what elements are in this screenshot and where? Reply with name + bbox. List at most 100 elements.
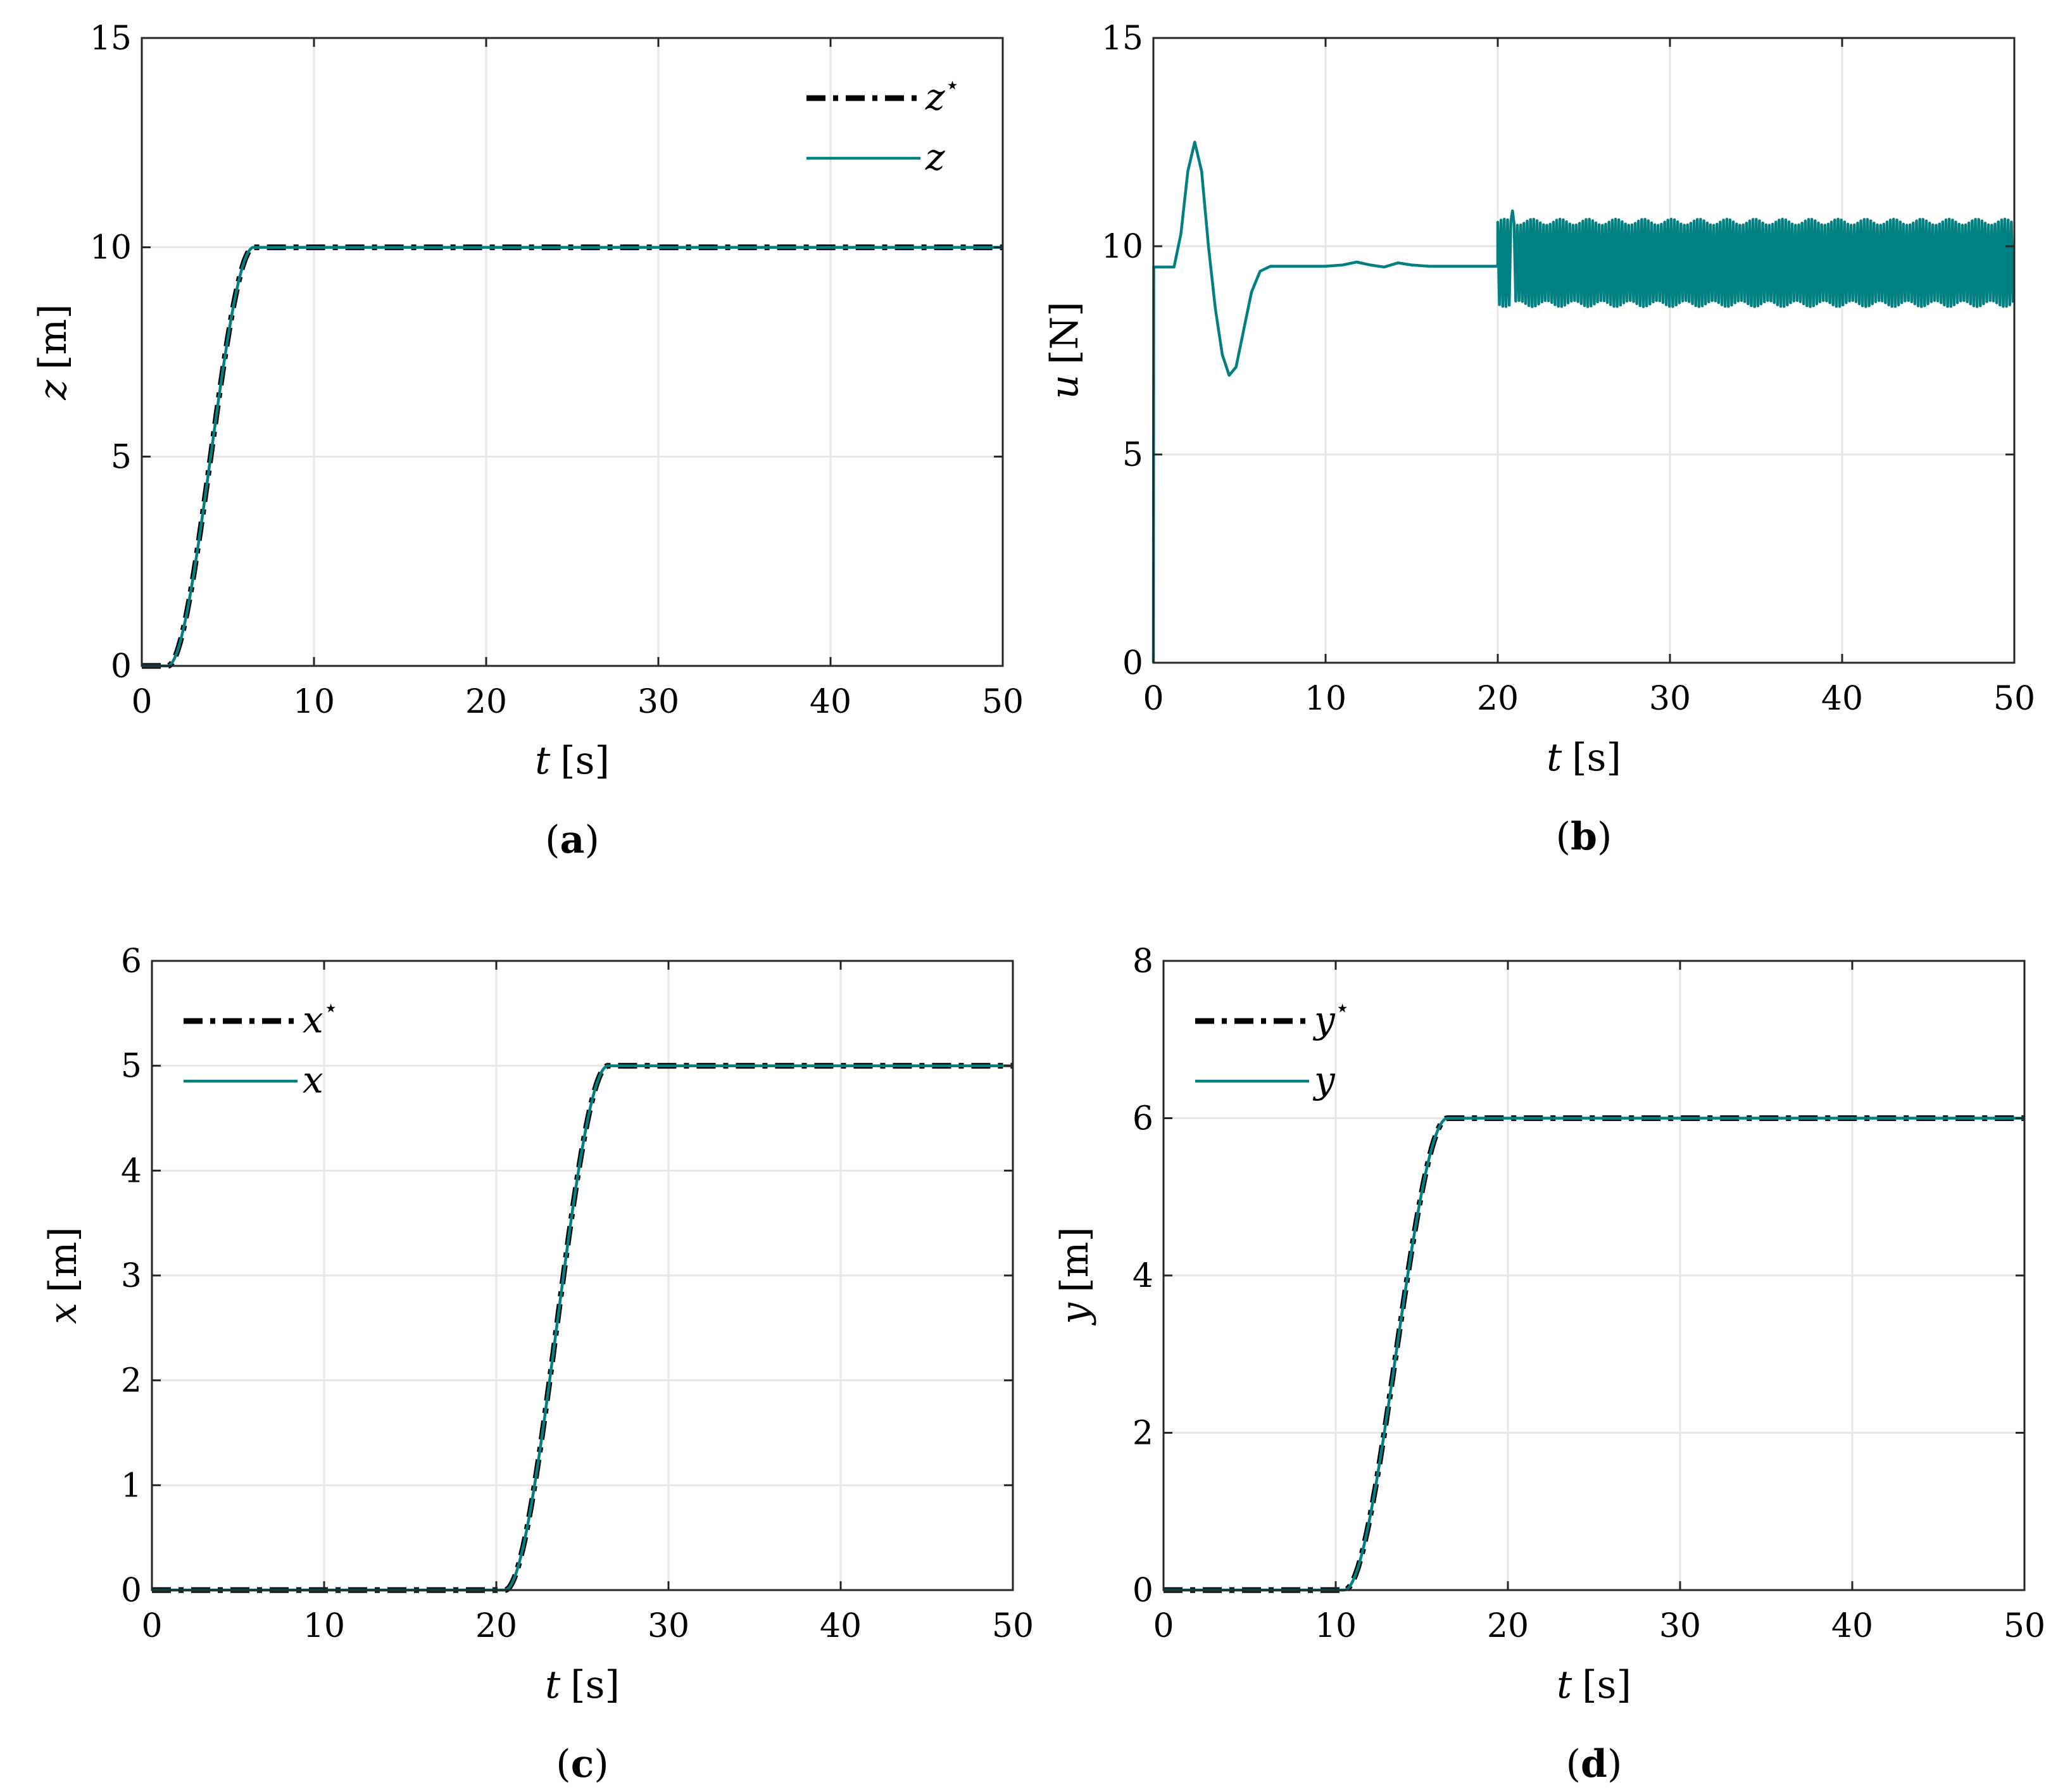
x-tick-label: 10 (303, 1607, 345, 1645)
legend-label-base: y (1312, 998, 1336, 1041)
series-line-z (141, 246, 1003, 668)
y-tick-label: 4 (121, 1152, 142, 1190)
legend-label-superscript: ⋆ (323, 994, 339, 1022)
panel-caption: (b) (1556, 815, 1612, 859)
y-tick-label: 8 (1133, 943, 1153, 981)
x-tick-label: 10 (1315, 1607, 1357, 1645)
y-axis-label: y [m] (1053, 1227, 1097, 1326)
y-tick-label: 10 (1101, 228, 1143, 266)
y-tick-label: 6 (121, 943, 142, 981)
caption-close-paren: ) (1607, 1742, 1622, 1786)
y-tick-label: 15 (1101, 20, 1143, 58)
y-tick-label: 10 (90, 229, 132, 267)
y-tick-label: 5 (121, 1048, 142, 1086)
legend-label-base: x (303, 998, 323, 1041)
y-tick-label: 4 (1133, 1257, 1153, 1295)
series-line-u (1151, 141, 2015, 663)
caption-letter: c (571, 1742, 594, 1786)
y-tick-label: 6 (1133, 1100, 1153, 1138)
legend-label-superscript: ⋆ (1335, 994, 1350, 1022)
x-tick-label: 40 (1821, 680, 1863, 718)
x-axis-label-unit: [s] (1582, 1663, 1631, 1707)
plot-frame (141, 37, 1004, 667)
caption-open-paren: ( (556, 1742, 570, 1786)
legend-label-y: y (1312, 1058, 1336, 1101)
series-line-x (151, 1064, 1013, 1592)
caption-letter: b (1571, 815, 1597, 859)
y-tick-label: 15 (90, 20, 132, 58)
caption-letter: a (560, 818, 585, 862)
x-tick-label: 10 (1305, 680, 1346, 718)
x-axis-label: t [s] (545, 1663, 620, 1707)
y-tick-label: 2 (1133, 1415, 1153, 1453)
x-tick-label: 20 (465, 683, 507, 721)
panel-caption: (a) (545, 818, 599, 862)
y-tick-label: 0 (111, 648, 132, 686)
y-tick-label: 0 (121, 1572, 142, 1610)
y-axis-label-unit: [m] (31, 304, 75, 370)
x-tick-label: 40 (810, 683, 851, 721)
x-axis-label: t [s] (1557, 1663, 1631, 1707)
x-axis-label-variable: t (545, 1663, 561, 1707)
panel-b: 0 10 20 30 40 50 0 5 10 15 t [s] u [N] (b) (1043, 20, 2035, 859)
x-tick-label: 20 (475, 1607, 517, 1645)
y-axis-label: u [N] (1043, 302, 1087, 399)
panel-caption: (c) (556, 1742, 608, 1786)
x-tick-label: 30 (1659, 1607, 1701, 1645)
y-axis-label-variable: y (1053, 1302, 1097, 1326)
x-axis-label-variable: t (1557, 1663, 1572, 1707)
caption-close-paren: ) (584, 818, 599, 862)
x-axis-label-unit: [s] (1572, 736, 1621, 780)
x-axis-label-variable: t (535, 739, 551, 783)
x-tick-label: 30 (648, 1607, 689, 1645)
x-tick-label: 30 (1649, 680, 1691, 718)
y-tick-label: 3 (121, 1257, 142, 1295)
legend-label-base: x (303, 1058, 323, 1101)
legend-label-base: z (925, 135, 945, 179)
caption-close-paren: ) (1597, 815, 1612, 859)
caption-open-paren: ( (1556, 815, 1571, 859)
x-tick-label: 0 (1143, 680, 1164, 718)
caption-open-paren: ( (545, 818, 560, 862)
y-axis-label-variable: u (1043, 375, 1087, 399)
y-tick-label: 1 (121, 1467, 142, 1505)
x-tick-label: 10 (293, 683, 335, 721)
caption-close-paren: ) (594, 1742, 608, 1786)
x-axis-label: t [s] (1547, 736, 1621, 780)
x-tick-label: 0 (131, 683, 152, 721)
legend-label-base: z (925, 75, 945, 118)
plot-frame (1152, 37, 2016, 664)
y-tick-label: 0 (1133, 1572, 1153, 1610)
y-axis-label: z [m] (31, 304, 75, 400)
x-tick-label: 50 (2004, 1607, 2045, 1645)
y-tick-label: 0 (1122, 644, 1143, 682)
y-axis-label-variable: x (41, 1303, 85, 1324)
legend: y⋆y (1195, 994, 1350, 1101)
panel-caption: (d) (1566, 1742, 1622, 1786)
series-line-y (1163, 1117, 2025, 1592)
x-axis-label-unit: [s] (570, 1663, 620, 1707)
legend: x⋆x (184, 994, 339, 1101)
x-tick-label: 50 (992, 1607, 1034, 1645)
caption-open-paren: ( (1566, 1742, 1581, 1786)
y-tick-label: 5 (1122, 436, 1143, 474)
legend: z⋆z (806, 71, 960, 179)
y-axis-label: x [m] (41, 1227, 85, 1324)
legend-label-z: z (925, 135, 945, 179)
y-tick-label: 2 (121, 1362, 142, 1400)
x-axis-label-variable: t (1547, 736, 1562, 780)
x-tick-label: 0 (141, 1607, 162, 1645)
x-tick-label: 20 (1487, 1607, 1529, 1645)
x-tick-label: 50 (982, 683, 1024, 721)
x-tick-label: 20 (1477, 680, 1519, 718)
legend-label-z-ref: z⋆ (925, 71, 960, 118)
y-axis-label-variable: z (31, 380, 75, 401)
legend-label-y-ref: y⋆ (1312, 994, 1350, 1041)
x-tick-label: 30 (637, 683, 679, 721)
y-axis-label-unit: [m] (1053, 1227, 1097, 1293)
legend-label-x: x (303, 1058, 323, 1101)
